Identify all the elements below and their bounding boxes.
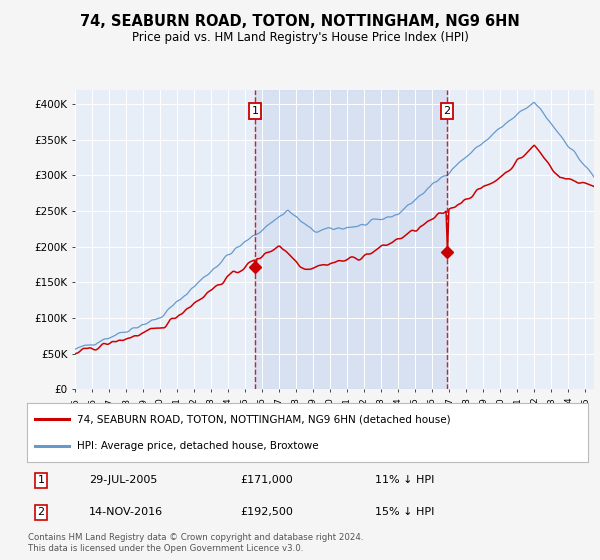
Text: £192,500: £192,500 xyxy=(240,507,293,517)
Text: £171,000: £171,000 xyxy=(240,475,293,486)
Text: 74, SEABURN ROAD, TOTON, NOTTINGHAM, NG9 6HN: 74, SEABURN ROAD, TOTON, NOTTINGHAM, NG9… xyxy=(80,14,520,29)
Text: 29-JUL-2005: 29-JUL-2005 xyxy=(89,475,157,486)
Text: 14-NOV-2016: 14-NOV-2016 xyxy=(89,507,163,517)
Text: 1: 1 xyxy=(38,475,44,486)
Text: 1: 1 xyxy=(251,106,259,116)
Text: Contains HM Land Registry data © Crown copyright and database right 2024.
This d: Contains HM Land Registry data © Crown c… xyxy=(28,533,364,553)
Text: Price paid vs. HM Land Registry's House Price Index (HPI): Price paid vs. HM Land Registry's House … xyxy=(131,31,469,44)
Text: 2: 2 xyxy=(443,106,451,116)
Text: 11% ↓ HPI: 11% ↓ HPI xyxy=(375,475,434,486)
Text: 74, SEABURN ROAD, TOTON, NOTTINGHAM, NG9 6HN (detached house): 74, SEABURN ROAD, TOTON, NOTTINGHAM, NG9… xyxy=(77,414,451,424)
Bar xyxy=(255,90,447,389)
Text: 15% ↓ HPI: 15% ↓ HPI xyxy=(375,507,434,517)
Text: 2: 2 xyxy=(37,507,44,517)
Text: HPI: Average price, detached house, Broxtowe: HPI: Average price, detached house, Brox… xyxy=(77,441,319,451)
